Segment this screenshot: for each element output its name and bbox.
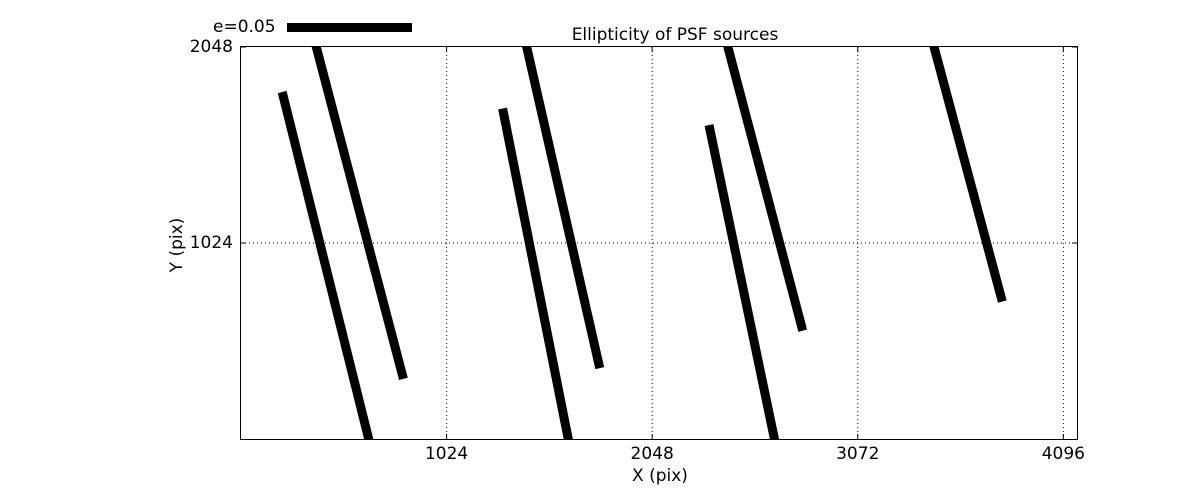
x-tick-label-3072: 3072 [836,444,880,464]
whisker-segment-2 [498,107,573,439]
whisker-segment-1 [311,47,408,381]
plot-area [240,46,1078,440]
legend: e=0.05 [213,18,412,37]
plot-svg [241,47,1077,439]
whisker-segment-3 [522,47,605,370]
whisker-segment-0 [277,90,374,439]
whisker-segment-5 [723,47,808,332]
chart-title: Ellipticity of PSF sources [571,25,779,45]
whisker-segment-4 [704,124,780,439]
whisker-segment-6 [929,47,1007,303]
x-tick-label-2048: 2048 [630,444,674,464]
legend-label: e=0.05 [213,17,276,37]
x-axis-label: X (pix) [632,466,688,486]
y-tick-label-1024: 1024 [189,233,233,253]
legend-handle-bar [286,23,412,32]
x-tick-label-1024: 1024 [424,444,469,464]
y-tick-label-2048: 2048 [189,37,233,57]
x-tick-label-4096: 4096 [1041,444,1085,464]
